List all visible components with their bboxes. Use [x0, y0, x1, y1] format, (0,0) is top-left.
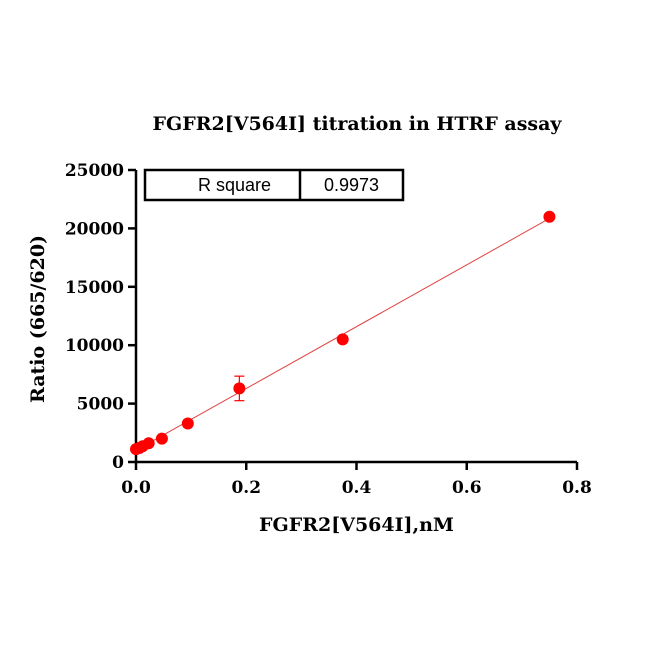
axes: [134, 170, 577, 464]
y-tick-label: 10000: [65, 336, 124, 356]
data-point: [155, 432, 168, 445]
y-tick-label: 0: [112, 453, 124, 473]
y-tick-label: 20000: [65, 219, 124, 239]
x-tick-label: 0.2: [231, 478, 261, 498]
y-axis-ticks: 0 5000 10000 15000 20000 25000: [65, 161, 136, 473]
x-axis-ticks: 0.0 0.2 0.4 0.6 0.8: [121, 462, 592, 498]
r-square-value: 0.9973: [324, 175, 379, 195]
data-point: [142, 437, 155, 450]
r-square-table-border: [143, 168, 405, 202]
x-tick-label: 0.0: [121, 478, 151, 498]
y-axis-label: Ratio (665/620): [27, 235, 49, 403]
data-point: [336, 333, 349, 346]
data-point: [233, 382, 246, 395]
y-tick-label: 25000: [65, 161, 124, 181]
r-square-table: R square 0.9973: [143, 168, 405, 202]
y-tick-label: 15000: [65, 278, 124, 298]
x-tick-label: 0.4: [342, 478, 372, 498]
x-axis-label: FGFR2[V564I],nM: [259, 514, 454, 536]
data-point: [181, 417, 194, 430]
y-tick-label: 5000: [77, 395, 124, 415]
chart-title: FGFR2[V564I] titration in HTRF assay: [153, 113, 563, 135]
data-point: [543, 210, 556, 223]
r-square-label: R square: [198, 175, 271, 195]
x-tick-label: 0.8: [562, 478, 592, 498]
x-tick-label: 0.6: [452, 478, 482, 498]
data-points: [130, 210, 556, 456]
